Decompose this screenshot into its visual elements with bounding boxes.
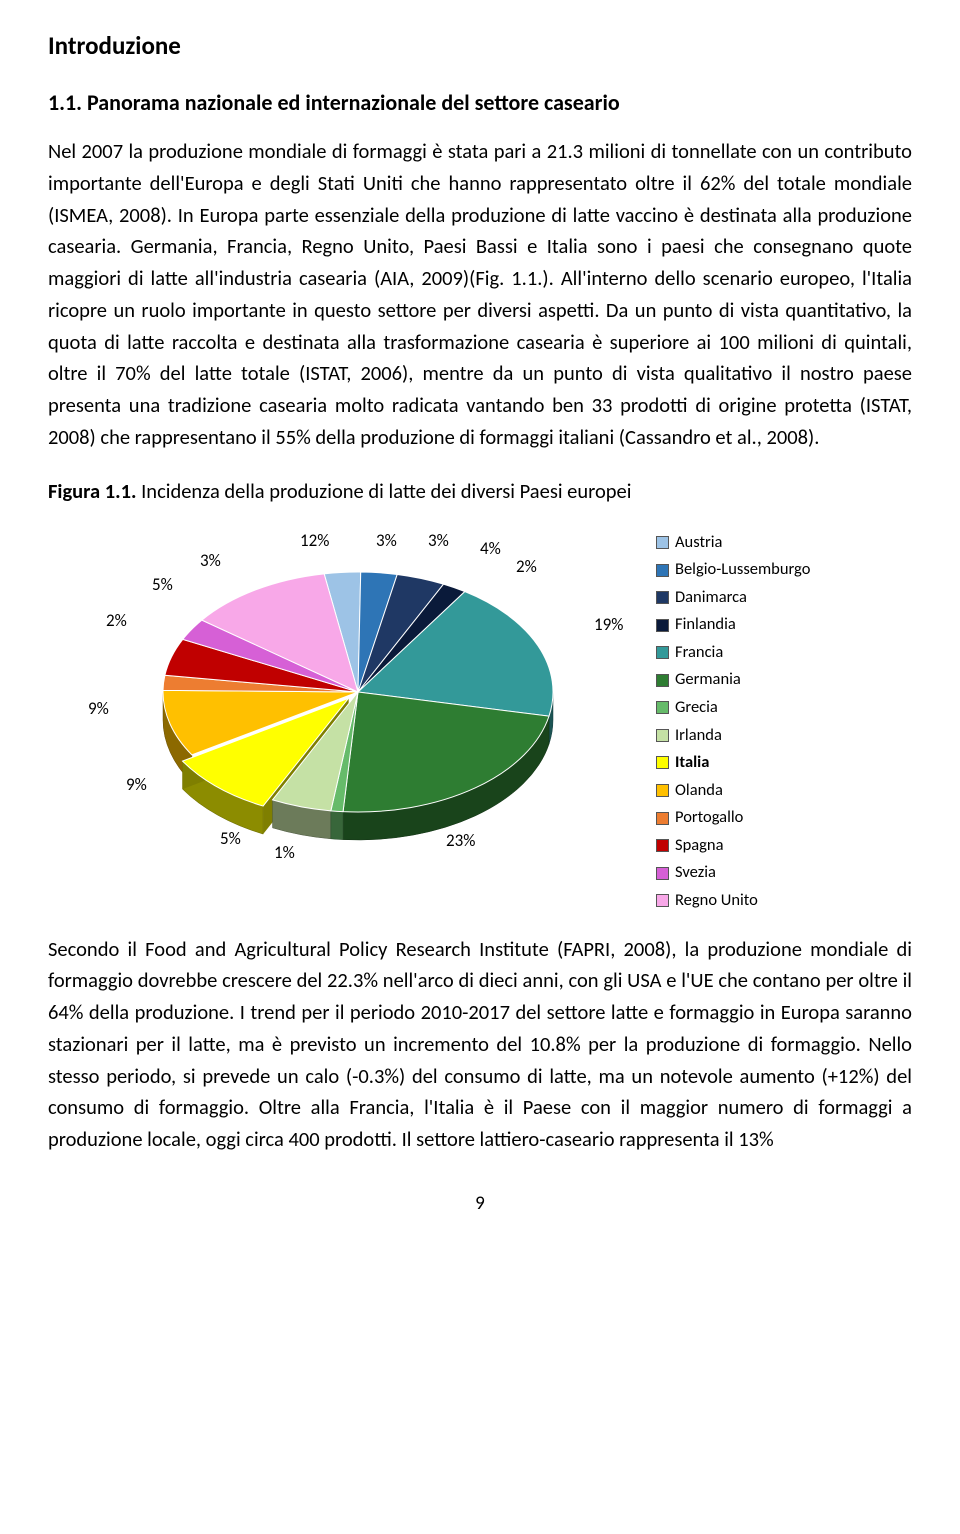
figure-number: Figura 1.1.	[48, 478, 137, 504]
legend-swatch	[656, 701, 669, 714]
legend-item: Portogallo	[656, 805, 810, 831]
legend-swatch	[656, 784, 669, 797]
section-heading: 1.1. Panorama nazionale ed internazional…	[48, 89, 912, 116]
legend-item: Italia	[656, 750, 810, 776]
legend-swatch	[656, 867, 669, 880]
pie-slice-label: 5%	[152, 574, 173, 595]
page-number: 9	[48, 1192, 912, 1215]
legend-item: Austria	[656, 530, 810, 556]
pie-slice-label: 5%	[220, 828, 241, 849]
legend-label: Austria	[675, 530, 722, 556]
pie-slice-label: 3%	[428, 530, 449, 551]
legend-label: Italia	[675, 750, 709, 776]
figure-caption: Figura 1.1. Incidenza della produzione d…	[48, 478, 912, 504]
pie-slice-label: 19%	[594, 614, 623, 635]
pie-slice-label: 9%	[126, 774, 147, 795]
legend-swatch	[656, 646, 669, 659]
pie-slice-label: 9%	[88, 698, 109, 719]
legend-item: Irlanda	[656, 723, 810, 749]
legend-swatch	[656, 894, 669, 907]
legend-label: Portogallo	[675, 805, 743, 831]
legend-swatch	[656, 564, 669, 577]
pie-slice-label: 2%	[106, 610, 127, 631]
legend-swatch	[656, 839, 669, 852]
pie-slice-label: 3%	[200, 550, 221, 571]
legend-label: Irlanda	[675, 723, 722, 749]
legend-swatch	[656, 591, 669, 604]
legend-swatch	[656, 756, 669, 769]
paragraph-2: Secondo il Food and Agricultural Policy …	[48, 934, 912, 1156]
pie-slice-label: 12%	[300, 530, 329, 551]
page-title: Introduzione	[48, 30, 912, 61]
legend-item: Grecia	[656, 695, 810, 721]
legend-item: Germania	[656, 667, 810, 693]
legend-label: Regno Unito	[675, 888, 758, 914]
legend-item: Regno Unito	[656, 888, 810, 914]
pie-slice-label: 1%	[274, 842, 295, 863]
legend-label: Belgio-Lussemburgo	[675, 557, 810, 583]
chart-legend: AustriaBelgio-LussemburgoDanimarcaFinlan…	[656, 512, 810, 916]
legend-item: Francia	[656, 640, 810, 666]
figure-title: Incidenza della produzione di latte dei …	[137, 478, 632, 504]
pie-chart-figure: 3% 3% 4% 2% 19% 23% 1% 5% 9% 9% 2% 5% 3% 12% AustriaB…	[48, 512, 912, 916]
paragraph-1: Nel 2007 la produzione mondiale di forma…	[48, 136, 912, 454]
legend-label: Grecia	[675, 695, 718, 721]
legend-item: Finlandia	[656, 612, 810, 638]
pie-slice-label: 2%	[516, 556, 537, 577]
legend-swatch	[656, 729, 669, 742]
legend-swatch	[656, 812, 669, 825]
pie-slice-label: 4%	[480, 538, 501, 559]
legend-item: Olanda	[656, 778, 810, 804]
legend-swatch	[656, 619, 669, 632]
legend-label: Finlandia	[675, 612, 736, 638]
legend-label: Francia	[675, 640, 723, 666]
legend-item: Belgio-Lussemburgo	[656, 557, 810, 583]
legend-label: Spagna	[675, 833, 724, 859]
legend-label: Olanda	[675, 778, 723, 804]
pie-slice-label: 23%	[446, 830, 475, 851]
pie-chart: 3% 3% 4% 2% 19% 23% 1% 5% 9% 9% 2% 5% 3% 12%	[48, 512, 648, 882]
legend-swatch	[656, 674, 669, 687]
pie-slice-label: 3%	[376, 530, 397, 551]
legend-label: Danimarca	[675, 585, 747, 611]
legend-swatch	[656, 536, 669, 549]
legend-item: Spagna	[656, 833, 810, 859]
legend-item: Svezia	[656, 860, 810, 886]
legend-label: Germania	[675, 667, 741, 693]
legend-label: Svezia	[675, 860, 716, 886]
legend-item: Danimarca	[656, 585, 810, 611]
